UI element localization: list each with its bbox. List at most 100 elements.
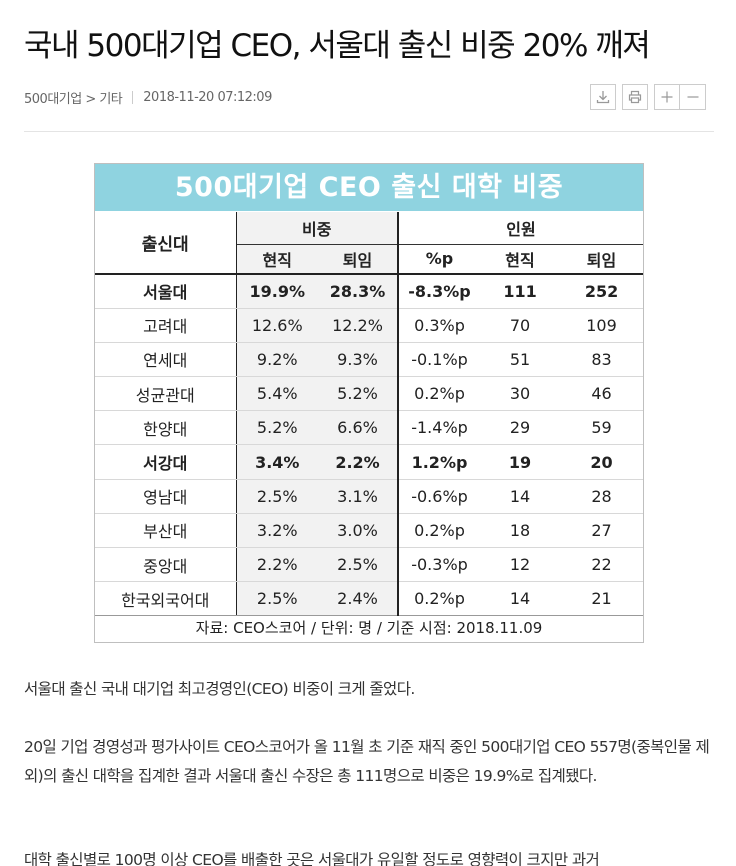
share-retired-cell: 2.4% (318, 581, 399, 617)
university-cell: 한국외국어대 (95, 581, 236, 617)
share-current-cell: 19.9% (235, 274, 318, 309)
table-row: 중앙대 2.2% 2.5% -0.3%p 12 22 (95, 547, 644, 583)
header-people-group: 인원 (397, 212, 644, 244)
share-retired-cell: 12.2% (318, 308, 399, 343)
header-people-retired: 퇴임 (560, 243, 644, 275)
people-current-cell: 12 (480, 547, 561, 583)
header-share-group: 비중 (235, 212, 399, 244)
people-retired-cell: 28 (560, 479, 644, 514)
article-datetime: 2018-11-20 07:12:09 (143, 90, 272, 105)
share-current-cell: 2.2% (235, 547, 318, 583)
print-button[interactable] (622, 84, 648, 110)
share-retired-cell: 3.0% (318, 513, 399, 549)
people-retired-cell: 22 (560, 547, 644, 583)
share-current-cell: 12.6% (235, 308, 318, 343)
people-retired-cell: 27 (560, 513, 644, 549)
pp-cell: -0.6%p (397, 479, 481, 514)
article-tools (590, 84, 706, 110)
people-current-cell: 14 (480, 479, 561, 514)
people-retired-cell: 20 (560, 444, 644, 480)
table-body: 서울대 19.9% 28.3% -8.3%p 111 252 고려대 12.6% 12.2% 0.… (95, 274, 644, 617)
university-cell: 한양대 (95, 410, 236, 446)
share-current-cell: 2.5% (235, 581, 318, 617)
share-current-cell: 3.4% (235, 444, 318, 480)
article-meta: 500대기업 > 기타 2018-11-20 07:12:09 (24, 88, 272, 107)
pp-cell: 0.3%p (397, 308, 481, 343)
people-current-cell: 14 (480, 581, 561, 617)
share-current-cell: 9.2% (235, 342, 318, 378)
people-current-cell: 19 (480, 444, 561, 480)
header-university: 출신대 (95, 212, 236, 275)
university-cell: 고려대 (95, 308, 236, 343)
minus-icon (687, 96, 698, 98)
article-headline: 국내 500대기업 CEO, 서울대 출신 비중 20% 깨져 (24, 28, 651, 64)
share-retired-cell: 3.1% (318, 479, 399, 514)
people-current-cell: 29 (480, 410, 561, 446)
meta-divider (132, 91, 134, 104)
table-row: 서울대 19.9% 28.3% -8.3%p 111 252 (95, 274, 644, 309)
pp-cell: 1.2%p (397, 444, 481, 480)
share-retired-cell: 2.5% (318, 547, 399, 583)
people-retired-cell: 109 (560, 308, 644, 343)
font-decrease-button[interactable] (680, 84, 706, 110)
share-retired-cell: 6.6% (318, 410, 399, 446)
article-figure: 500대기업 CEO 출신 대학 비중 출신대 비중 인원 현직 퇴임 %p 현… (94, 163, 644, 643)
article-paragraph: 20일 기업 경영성과 평가사이트 CEO스코어가 올 11월 초 기준 재직 … (24, 738, 710, 785)
university-cell: 부산대 (95, 513, 236, 549)
pp-cell: 0.2%p (397, 581, 481, 617)
header-divider (24, 131, 714, 132)
figure-title: 500대기업 CEO 출신 대학 비중 (95, 164, 643, 211)
share-current-cell: 5.2% (235, 410, 318, 446)
university-cell: 서울대 (95, 274, 236, 309)
header-share-retired: 퇴임 (318, 243, 399, 275)
category-breadcrumb[interactable]: 500대기업 > 기타 (24, 92, 123, 107)
table-row: 부산대 3.2% 3.0% 0.2%p 18 27 (95, 513, 644, 549)
download-button[interactable] (590, 84, 616, 110)
font-size-controls (654, 84, 706, 110)
pp-cell: -0.1%p (397, 342, 481, 378)
font-increase-button[interactable] (654, 84, 680, 110)
share-retired-cell: 5.2% (318, 376, 399, 412)
pp-cell: -0.3%p (397, 547, 481, 583)
university-cell: 연세대 (95, 342, 236, 378)
people-retired-cell: 83 (560, 342, 644, 378)
table-row: 한양대 5.2% 6.6% -1.4%p 29 59 (95, 410, 644, 446)
download-icon (596, 91, 610, 104)
share-retired-cell: 9.3% (318, 342, 399, 378)
people-current-cell: 111 (480, 274, 561, 309)
header-share-current: 현직 (235, 243, 318, 275)
people-current-cell: 51 (480, 342, 561, 378)
share-retired-cell: 2.2% (318, 444, 399, 480)
header-people-current: 현직 (480, 243, 561, 275)
pp-cell: -1.4%p (397, 410, 481, 446)
university-cell: 영남대 (95, 479, 236, 514)
university-table: 출신대 비중 인원 현직 퇴임 %p 현직 퇴임 서울대 19.9% 28.3% -8… (95, 212, 644, 617)
people-retired-cell: 21 (560, 581, 644, 617)
table-row: 영남대 2.5% 3.1% -0.6%p 14 28 (95, 479, 644, 514)
article-paragraph: 서울대 출신 국내 대기업 최고경영인(CEO) 비중이 크게 줄었다. (24, 680, 415, 698)
people-current-cell: 30 (480, 376, 561, 412)
share-retired-cell: 28.3% (318, 274, 399, 309)
table-row: 고려대 12.6% 12.2% 0.3%p 70 109 (95, 308, 644, 343)
people-current-cell: 70 (480, 308, 561, 343)
people-retired-cell: 59 (560, 410, 644, 446)
people-retired-cell: 46 (560, 376, 644, 412)
people-retired-cell: 252 (560, 274, 644, 309)
university-cell: 중앙대 (95, 547, 236, 583)
table-row: 서강대 3.4% 2.2% 1.2%p 19 20 (95, 444, 644, 480)
pp-cell: -8.3%p (397, 274, 481, 309)
share-current-cell: 5.4% (235, 376, 318, 412)
pp-cell: 0.2%p (397, 376, 481, 412)
table-row: 연세대 9.2% 9.3% -0.1%p 51 83 (95, 342, 644, 378)
print-icon (628, 90, 642, 104)
plus-icon (661, 91, 673, 103)
share-current-cell: 3.2% (235, 513, 318, 549)
article-paragraph: 대학 출신별로 100명 이상 CEO를 배출한 곳은 서울대가 유일할 정도로… (24, 851, 600, 866)
pp-cell: 0.2%p (397, 513, 481, 549)
university-cell: 성균관대 (95, 376, 236, 412)
header-pp: %p (397, 243, 481, 275)
table-row: 한국외국어대 2.5% 2.4% 0.2%p 14 21 (95, 581, 644, 617)
university-cell: 서강대 (95, 444, 236, 480)
table-row: 성균관대 5.4% 5.2% 0.2%p 30 46 (95, 376, 644, 412)
people-current-cell: 18 (480, 513, 561, 549)
